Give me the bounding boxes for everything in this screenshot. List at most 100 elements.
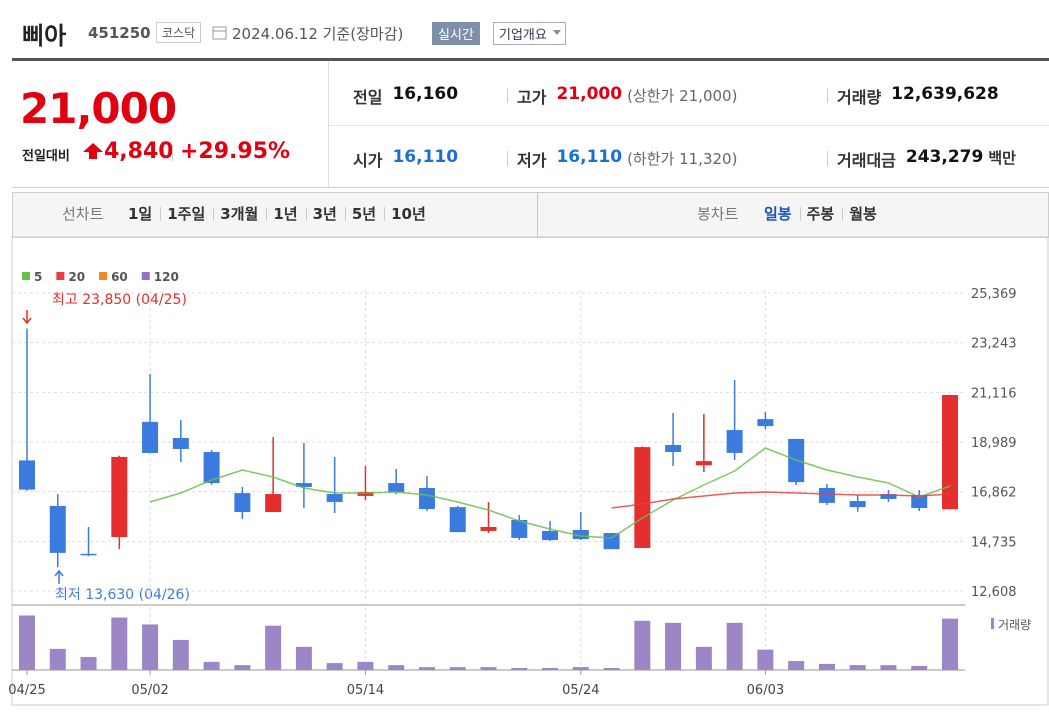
candle-body (357, 491, 374, 496)
summary-label: 고가 (517, 88, 547, 107)
legend-swatch (22, 272, 30, 280)
legend-swatch (991, 618, 994, 629)
realtime-button[interactable]: 실시간 (432, 22, 480, 45)
summary-value: 16,160 (392, 84, 459, 104)
candle-body (295, 483, 312, 488)
summary-note: (상한가 21,000) (627, 87, 738, 105)
summary-label: 거래대금 (837, 151, 896, 170)
y-tick-label: 16,862 (971, 486, 1017, 501)
candle-body (388, 483, 405, 492)
legend-label: 거래량 (998, 618, 1031, 632)
volume-bar (388, 665, 405, 670)
candle-body (911, 494, 928, 509)
legend-label: 20 (68, 270, 85, 284)
volume-bar (880, 665, 897, 670)
legend-swatch (141, 272, 150, 280)
tab[interactable]: 월봉 (849, 205, 877, 223)
summary-box (12, 61, 1049, 188)
x-tick-label: 05/14 (347, 683, 384, 698)
volume-bar (542, 667, 559, 670)
arrow (22, 317, 32, 325)
tab-group-label: 선차트 (62, 205, 104, 223)
volume-bar (49, 648, 66, 670)
volume-bar (326, 663, 343, 670)
volume-bar (142, 624, 159, 670)
legend-label: 60 (111, 270, 128, 284)
volume-bar (572, 667, 589, 670)
candle-body (111, 456, 128, 538)
candle-body (942, 395, 958, 510)
candle-body (665, 445, 682, 453)
divider (305, 207, 307, 221)
divider (827, 88, 828, 103)
tab[interactable]: 1년 (273, 205, 298, 223)
divider (842, 207, 844, 221)
y-tick-label: 23,243 (971, 337, 1017, 352)
y-tick-label: 12,608 (971, 585, 1017, 600)
x-tick-label: 04/25 (8, 683, 45, 698)
up-icon (83, 143, 103, 159)
divider (537, 193, 538, 237)
candle-body (542, 530, 559, 541)
volume-bar (418, 667, 435, 670)
arrow (54, 569, 64, 577)
y-tick-label: 21,116 (971, 386, 1017, 401)
volume-bar (480, 667, 497, 670)
summary-value: 16,110 (392, 147, 459, 167)
volume-bar (726, 622, 743, 670)
volume-bar (172, 639, 189, 670)
volume-bar (449, 667, 466, 670)
candle-body (726, 430, 743, 453)
ma-line (149, 447, 951, 539)
volume-bar (234, 665, 251, 670)
volume-bar (203, 661, 220, 670)
current-price: 21,000 (20, 84, 177, 133)
volume-bar (788, 661, 805, 670)
candle-body (511, 519, 528, 538)
x-tick-label: 06/03 (747, 683, 784, 698)
tab[interactable]: 주봉 (806, 205, 835, 223)
x-tick-label: 05/24 (562, 683, 599, 698)
candle-body (142, 421, 159, 453)
company-button[interactable]: 기업개요 (493, 22, 566, 45)
divider (160, 207, 162, 221)
candle-body (265, 494, 282, 513)
summary-label: 거래량 (837, 88, 882, 107)
tab[interactable]: 1일 (128, 205, 153, 223)
divider (344, 207, 346, 221)
tab[interactable]: 1주일 (167, 205, 206, 223)
summary-value: 12,639,628 (891, 84, 999, 104)
tab[interactable]: 일봉 (764, 205, 792, 223)
market-badge: 코스닥 (156, 22, 202, 43)
tab[interactable]: 3년 (312, 205, 337, 223)
y-tick-label: 18,989 (971, 436, 1017, 451)
ma-line (611, 491, 951, 509)
volume-bar (665, 622, 682, 670)
divider (799, 207, 801, 221)
tab[interactable]: 5년 (351, 205, 377, 223)
volume-bar (634, 620, 651, 670)
tab[interactable]: 10년 (391, 205, 426, 223)
header-rule (12, 58, 1049, 61)
annotation-high: 최고 23,850 (04/25) (52, 292, 187, 308)
divider (328, 61, 329, 187)
divider (507, 88, 508, 103)
candle-body (234, 493, 251, 513)
change-rate: +29.95% (180, 139, 291, 164)
legend-label: 120 (154, 270, 179, 284)
volume-bar (19, 615, 35, 670)
candle-body (572, 530, 589, 540)
candle-body (19, 460, 35, 490)
volume-bar (111, 617, 128, 670)
candle-body (603, 533, 620, 550)
volume-bar (603, 667, 620, 670)
volume-bar (695, 646, 712, 670)
summary-label: 저가 (517, 151, 547, 170)
tab[interactable]: 3개월 (220, 205, 259, 223)
calendar-icon (212, 26, 227, 40)
candle-body (880, 494, 897, 499)
volume-bar (295, 646, 312, 670)
volume-bar (357, 661, 374, 670)
date: 2024.06.12 기준(장마감) (232, 25, 404, 43)
